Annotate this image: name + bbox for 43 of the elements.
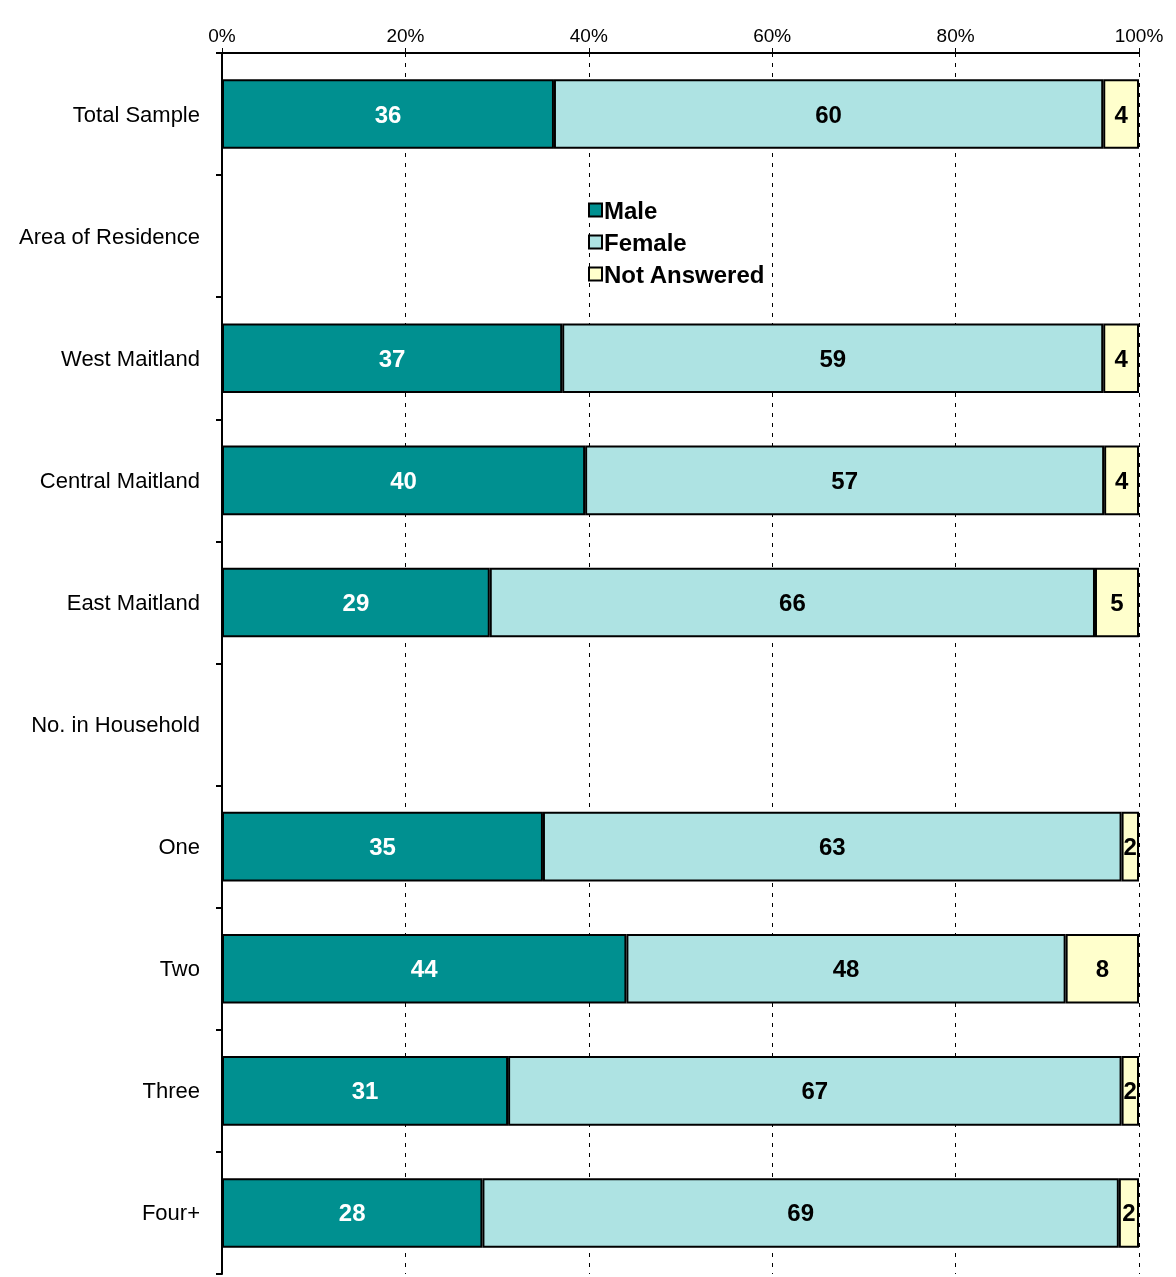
x-tick-label: 40%: [569, 25, 608, 46]
y-tick-label: Total Sample: [72, 101, 200, 127]
data-label: 29: [342, 588, 370, 616]
y-tick-label: Area of Residence: [19, 223, 200, 249]
y-tick-label: East Maitland: [66, 589, 200, 615]
data-label: 60: [815, 100, 842, 128]
y-tick-label: Three: [142, 1078, 200, 1104]
x-tick-label: 100%: [1114, 25, 1164, 46]
data-label: 4: [1114, 100, 1129, 128]
y-tick-label: Central Maitland: [39, 467, 200, 493]
data-label: 40: [390, 466, 417, 494]
data-label: 66: [779, 588, 806, 616]
data-label: 4: [1114, 344, 1129, 372]
data-label: 59: [819, 344, 847, 372]
data-label: 69: [787, 1199, 814, 1227]
data-label: 4: [1114, 466, 1129, 494]
data-label: 8: [1095, 955, 1109, 983]
data-label: 36: [374, 100, 402, 128]
y-tick-label: Four+: [141, 1200, 200, 1226]
data-label: 67: [801, 1077, 829, 1105]
data-label: 35: [369, 833, 396, 861]
legend-label: Male: [604, 196, 658, 224]
x-tick-label: 60%: [753, 25, 792, 46]
data-label: 63: [818, 833, 846, 861]
data-label: 44: [410, 955, 439, 983]
legend-label: Female: [604, 228, 687, 256]
data-label: 2: [1123, 1077, 1137, 1105]
data-label: 5: [1110, 588, 1124, 616]
legend-label: Not Answered: [604, 260, 765, 288]
x-tick-label: 80%: [936, 25, 975, 46]
data-label: 31: [351, 1077, 379, 1105]
data-label: 48: [832, 955, 860, 983]
data-label: 28: [338, 1199, 366, 1227]
y-tick-label: Two: [159, 956, 200, 982]
y-tick-label: One: [158, 834, 200, 860]
data-label: 37: [378, 344, 406, 372]
data-label: 57: [831, 466, 858, 494]
y-tick-label: West Maitland: [61, 345, 200, 371]
x-tick-label: 0%: [208, 25, 236, 46]
y-tick-label: No. in Household: [31, 712, 200, 738]
x-tick-label: 20%: [386, 25, 425, 46]
data-label: 2: [1123, 833, 1137, 861]
data-label: 2: [1122, 1199, 1136, 1227]
